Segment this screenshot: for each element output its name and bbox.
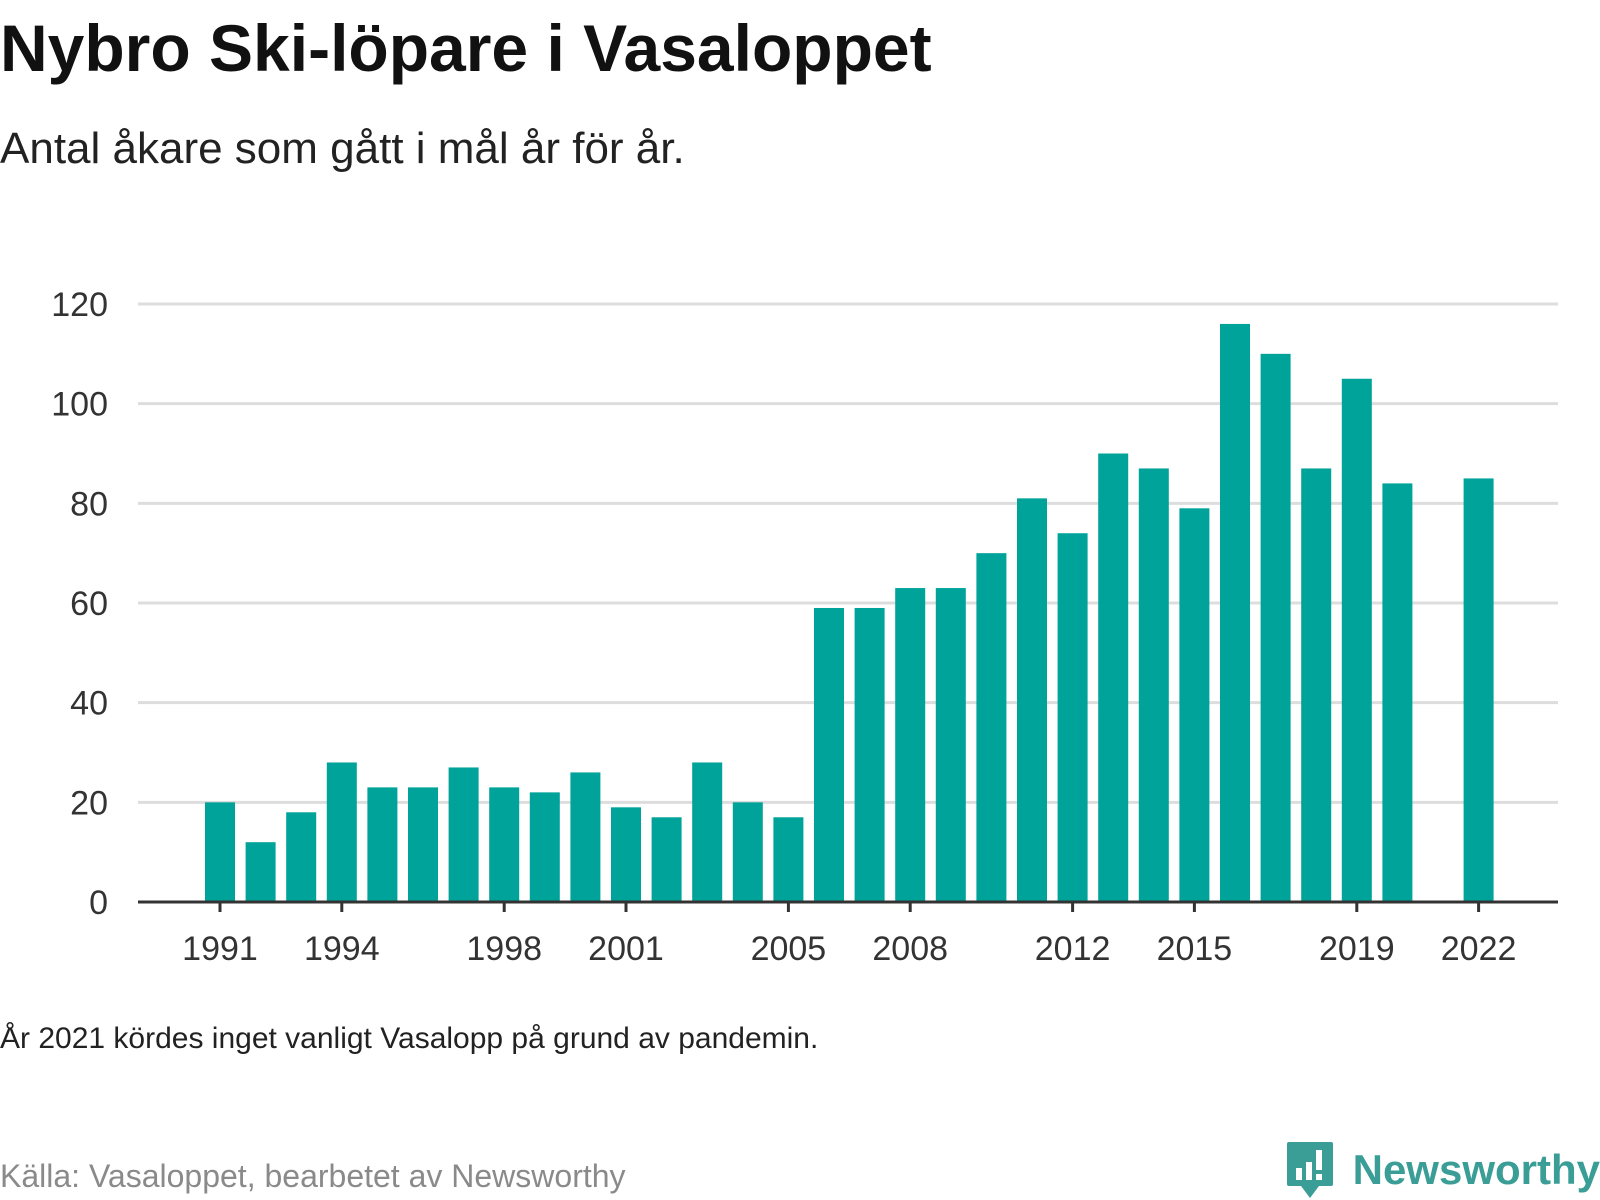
bar-2011 [1017, 498, 1047, 902]
bar-1996 [408, 787, 438, 902]
bar-2010 [976, 553, 1007, 902]
x-tick-label: 1994 [304, 930, 380, 968]
newsworthy-logo: Newsworthy [1285, 1140, 1600, 1200]
bar-chart-exclamation-icon [1286, 1142, 1333, 1198]
bar-2019 [1341, 378, 1372, 902]
y-tick-label: 60 [70, 585, 108, 623]
y-tick-label: 40 [70, 685, 108, 723]
bar-1992 [245, 842, 276, 902]
chart-title: Nybro Ski-löpare i Vasaloppet [0, 11, 932, 85]
y-tick-label: 0 [89, 884, 108, 922]
bar-1995 [367, 787, 398, 902]
brand-name: Newsworthy [1352, 1146, 1600, 1193]
bar-2016 [1220, 323, 1250, 902]
y-tick-label: 100 [51, 386, 108, 424]
bar-2009 [935, 588, 966, 902]
x-tick-label: 2008 [872, 930, 948, 968]
bar-2022 [1463, 478, 1494, 902]
bar-2013 [1098, 453, 1129, 902]
x-tick-label: 2001 [588, 930, 664, 968]
bar-2012 [1057, 533, 1088, 902]
bar-2001 [611, 807, 641, 902]
chart-subtitle: Antal åkare som gått i mål år för år. [0, 124, 685, 173]
x-tick-label: 2022 [1441, 930, 1517, 968]
bar-2004 [732, 802, 763, 902]
x-tick-label: 2015 [1157, 930, 1233, 968]
bar-1993 [286, 812, 317, 902]
bar-1999 [529, 792, 560, 902]
x-tick-label: 2005 [751, 930, 827, 968]
bar-2015 [1179, 508, 1210, 902]
bar-2000 [570, 772, 601, 902]
bar-2005 [773, 817, 804, 902]
x-tick-label: 2012 [1035, 930, 1111, 968]
bar-2006 [814, 607, 844, 902]
x-tick-label: 2019 [1319, 930, 1395, 968]
bar-2017 [1260, 353, 1291, 902]
bar-2002 [651, 817, 682, 902]
bar-1994 [326, 762, 357, 902]
x-tick-label: 1998 [466, 930, 542, 968]
bar-2008 [895, 588, 926, 902]
bar-2007 [854, 607, 885, 902]
bar-2020 [1382, 483, 1413, 902]
bar-1997 [448, 767, 479, 902]
y-tick-label: 80 [70, 485, 108, 523]
chart-note: År 2021 kördes inget vanligt Vasalopp på… [0, 1022, 819, 1055]
bar-1991 [205, 802, 235, 902]
bar-2003 [692, 762, 723, 902]
bar-2018 [1301, 468, 1332, 902]
source-credit: Källa: Vasaloppet, bearbetet av Newswort… [0, 1158, 626, 1194]
y-tick-label: 120 [51, 286, 108, 324]
y-tick-label: 20 [70, 784, 108, 822]
bar-1998 [489, 787, 520, 902]
bar-chart: 0 20 40 60 80 100 120 1991 1994 1998 2001 2005 2008 2… [51, 286, 1558, 968]
x-tick-label: 1991 [182, 930, 258, 968]
bar-2014 [1138, 468, 1169, 902]
